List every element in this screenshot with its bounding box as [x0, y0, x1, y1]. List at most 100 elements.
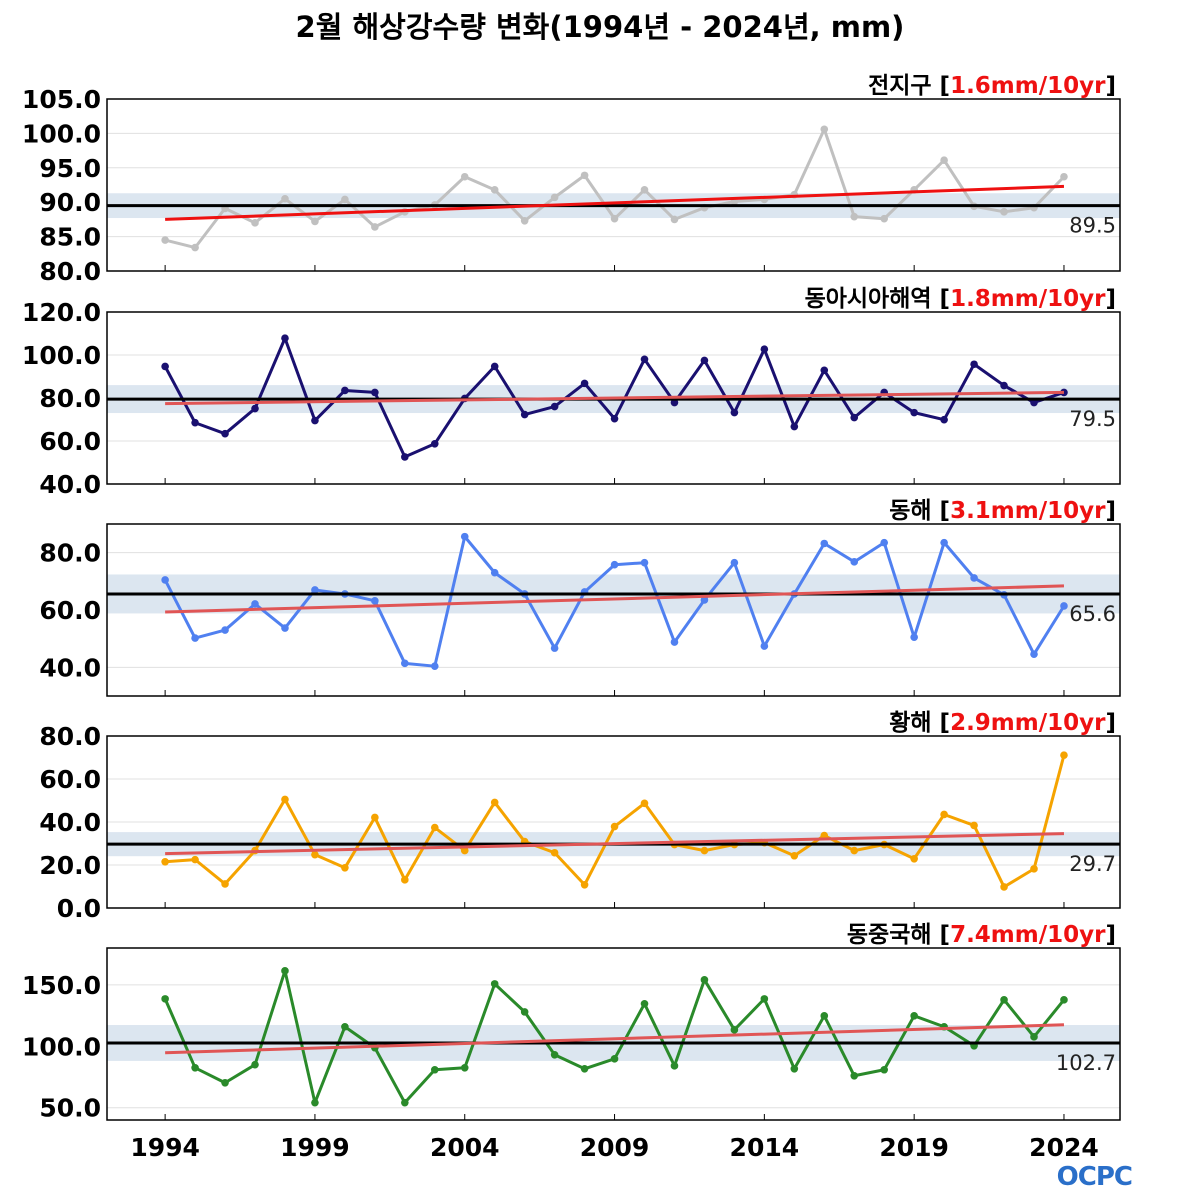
- y-tick-label: 150.0: [22, 971, 101, 1000]
- region-name: 전지구 [: [868, 73, 950, 99]
- data-point: [251, 600, 259, 608]
- data-point: [640, 558, 649, 567]
- panel-frame: [106, 311, 1121, 485]
- data-point: [371, 813, 379, 822]
- data-point: [371, 388, 379, 397]
- data-point: [760, 642, 769, 650]
- series-line: [165, 754, 1066, 889]
- data-point: [520, 410, 529, 419]
- y-tick-label: 80.0: [39, 384, 101, 413]
- data-point: [970, 360, 978, 369]
- trend-value: 1.8mm/10yr: [950, 286, 1106, 312]
- data-point: [610, 560, 619, 569]
- series-line: [164, 127, 1066, 250]
- x-tick-label: 1999: [280, 1133, 350, 1162]
- data-point: [221, 880, 229, 888]
- data-point: [610, 214, 619, 223]
- data-point: [281, 967, 289, 975]
- data-point: [1060, 996, 1068, 1004]
- panel-frame: [106, 98, 1121, 272]
- trend-line: [165, 584, 1065, 614]
- data-point: [311, 586, 319, 594]
- panel-2: 40.0 60.0 80.0 100.0 120.0 79.5 동아시아해역 [1.8mm/…: [22, 286, 1121, 499]
- data-point: [1030, 865, 1038, 873]
- data-point: [850, 413, 859, 422]
- data-point: [790, 851, 799, 860]
- data-point: [490, 362, 499, 371]
- data-point: [401, 453, 409, 461]
- bracket: ]: [1105, 922, 1116, 948]
- y-tick-label: 40.0: [39, 653, 101, 682]
- y-tick-label: 95.0: [39, 154, 101, 183]
- data-point: [1030, 650, 1038, 658]
- data-point: [430, 439, 439, 448]
- data-point: [311, 416, 319, 425]
- data-point: [670, 215, 679, 224]
- trend-value: 1.6mm/10yr: [950, 73, 1106, 99]
- data-point: [191, 1063, 199, 1072]
- panel-title: 동해 [3.1mm/10yr]: [889, 498, 1116, 524]
- data-point: [820, 366, 829, 375]
- data-point: [1000, 208, 1008, 216]
- y-tick-label: 80.0: [39, 257, 101, 286]
- data-point: [1000, 883, 1008, 891]
- bracket: ]: [1105, 498, 1116, 524]
- y-tick-label: 60.0: [39, 427, 101, 456]
- data-point: [1060, 751, 1068, 759]
- data-point: [910, 1012, 918, 1020]
- data-point: [490, 980, 499, 988]
- panel-frame: [106, 947, 1121, 1121]
- region-name: 황해 [: [889, 710, 950, 736]
- data-point: [640, 999, 649, 1008]
- data-point: [520, 1008, 529, 1016]
- panel-5: 50.0 100.0 150.0 102.7 동중국해 [7.4mm/10yr]: [22, 922, 1121, 1123]
- panel-title: 동중국해 [7.4mm/10yr]: [847, 922, 1116, 948]
- y-tick-label: 50.0: [39, 1094, 101, 1123]
- data-point: [341, 863, 349, 872]
- data-point: [281, 624, 289, 632]
- data-point: [970, 821, 978, 830]
- y-tick-label: 20.0: [39, 851, 101, 880]
- data-point: [850, 846, 859, 855]
- data-point: [820, 539, 829, 548]
- data-point: [850, 212, 859, 221]
- y-tick-label: 40.0: [39, 808, 101, 837]
- data-point: [640, 355, 649, 364]
- trend-value: 7.4mm/10yr: [950, 922, 1106, 948]
- x-tick-label: 2019: [879, 1133, 949, 1162]
- panel-title: 동아시아해역 [1.8mm/10yr]: [805, 286, 1116, 312]
- data-point: [580, 1064, 589, 1073]
- panel-1: 80.0 85.0 90.0 95.0 100.0 105.0 89.5 전지구 [1.6mm…: [22, 73, 1121, 286]
- data-point: [460, 172, 469, 181]
- data-point: [910, 854, 918, 863]
- data-point: [910, 633, 918, 642]
- bracket: ]: [1105, 286, 1116, 312]
- data-point: [460, 1063, 469, 1072]
- y-tick-label: 40.0: [39, 470, 101, 499]
- data-point: [251, 219, 259, 227]
- data-point: [850, 558, 859, 566]
- panel-frame: [106, 735, 1121, 909]
- data-point: [191, 634, 199, 642]
- x-tick-label: 2009: [580, 1133, 650, 1162]
- panel-4: 0.0 20.0 40.0 60.0 80.0 29.7 황해 [2.9mm/10yr]: [39, 710, 1121, 923]
- data-point: [580, 379, 589, 388]
- data-point: [161, 995, 169, 1003]
- data-point: [311, 1098, 319, 1107]
- data-point: [730, 1026, 739, 1034]
- data-point: [550, 193, 559, 202]
- data-point: [341, 195, 349, 204]
- data-point: [490, 798, 499, 807]
- data-point: [730, 408, 739, 417]
- data-point: [371, 597, 379, 605]
- data-point: [1060, 172, 1068, 181]
- y-tick-label: 80.0: [39, 722, 101, 751]
- trend-line: [165, 1023, 1065, 1055]
- data-point: [221, 1078, 229, 1087]
- panel-title: 황해 [2.9mm/10yr]: [889, 710, 1116, 736]
- data-point: [221, 626, 229, 634]
- data-point: [401, 876, 409, 884]
- mean-label: 79.5: [1069, 407, 1116, 431]
- data-point: [251, 404, 259, 413]
- panel-frame: [106, 523, 1121, 697]
